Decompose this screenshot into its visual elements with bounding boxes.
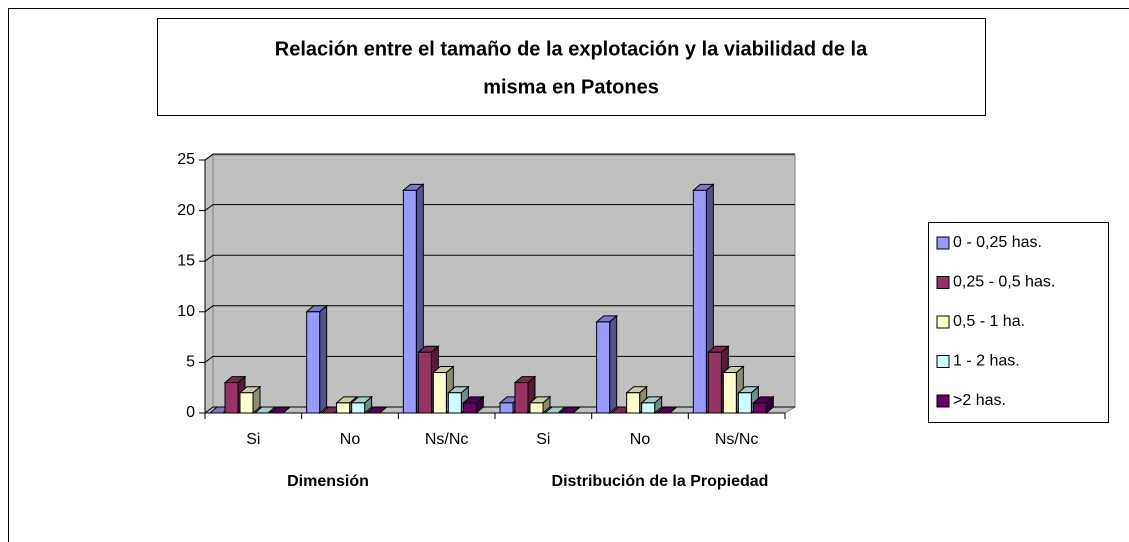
bar-top xyxy=(558,406,582,414)
bar xyxy=(640,395,664,415)
bar xyxy=(543,406,567,414)
side-wall xyxy=(204,154,214,414)
bar-front xyxy=(529,402,544,414)
bar-top xyxy=(253,406,277,414)
bar-front xyxy=(336,402,351,414)
bar-front xyxy=(224,382,239,414)
group-label: Distribución de la Propiedad xyxy=(552,473,769,490)
bar-front xyxy=(306,311,321,414)
legend-label: >2 has. xyxy=(953,392,1006,409)
bar-front xyxy=(351,402,366,414)
bar xyxy=(305,304,329,415)
bar xyxy=(365,406,389,414)
legend-label: 1 - 2 has. xyxy=(953,353,1020,370)
grid-line xyxy=(204,254,214,262)
legend-label: 0,25 - 0,5 has. xyxy=(953,274,1055,291)
bar xyxy=(751,395,775,415)
bar-front xyxy=(596,321,611,414)
x-tick-label: Ns/Nc xyxy=(425,431,469,448)
grid-line xyxy=(204,204,214,212)
bar-front xyxy=(752,402,767,414)
group-label: Dimensión xyxy=(287,473,369,490)
bar-top xyxy=(365,406,389,414)
bar xyxy=(238,385,262,415)
y-tick-label: 15 xyxy=(177,252,195,269)
bar-front xyxy=(499,402,514,414)
bar-front xyxy=(432,372,447,414)
bar-top xyxy=(268,406,292,414)
legend-swatch xyxy=(936,394,950,408)
legend-swatch xyxy=(936,236,950,250)
x-tick-label: No xyxy=(630,431,651,448)
bar xyxy=(253,406,277,414)
bar xyxy=(461,395,485,415)
grid-line xyxy=(204,153,214,161)
bar-front xyxy=(641,402,656,414)
legend-swatch xyxy=(936,355,950,368)
legend-label: 0,5 - 1 ha. xyxy=(953,313,1025,330)
bar xyxy=(558,406,582,414)
x-tick-label: No xyxy=(340,431,361,448)
y-tick-label: 25 xyxy=(177,151,195,168)
y-tick-label: 5 xyxy=(186,354,195,371)
bar-front xyxy=(402,189,417,414)
y-tick-label: 10 xyxy=(177,303,195,320)
x-tick-label: Si xyxy=(246,431,260,448)
title-box xyxy=(157,18,986,116)
bar-front xyxy=(239,392,254,414)
legend-swatch xyxy=(936,276,950,289)
bar-front xyxy=(447,392,462,414)
legend-swatch xyxy=(936,315,950,329)
bar xyxy=(655,406,679,414)
bar-top xyxy=(543,406,567,414)
bar-front xyxy=(514,382,529,414)
bar-side xyxy=(609,314,618,415)
bar-side xyxy=(319,304,328,415)
bar-top xyxy=(655,406,679,414)
bar-front xyxy=(722,372,737,414)
y-tick-label: 0 xyxy=(186,404,195,421)
bar-front xyxy=(626,392,641,414)
chart-title: misma en Patones xyxy=(483,76,659,98)
grid-line xyxy=(204,305,214,313)
grid-line xyxy=(204,355,214,363)
y-tick-label: 20 xyxy=(177,202,195,219)
bar-front xyxy=(692,189,707,414)
x-tick-label: Si xyxy=(536,431,550,448)
bar-front xyxy=(462,402,477,414)
bar xyxy=(268,406,292,414)
x-tick-label: Ns/Nc xyxy=(715,431,759,448)
bar xyxy=(528,395,552,415)
bar xyxy=(350,395,374,415)
legend-box xyxy=(928,222,1109,423)
bar-front xyxy=(737,392,752,414)
bar xyxy=(595,314,619,415)
bar xyxy=(431,365,455,415)
bar-front xyxy=(707,351,722,414)
legend-label: 0 - 0,25 has. xyxy=(953,234,1042,251)
bar-front xyxy=(417,351,432,414)
grid-line xyxy=(204,406,214,414)
chart-title: Relación entre el tamaño de la explotaci… xyxy=(275,38,868,60)
